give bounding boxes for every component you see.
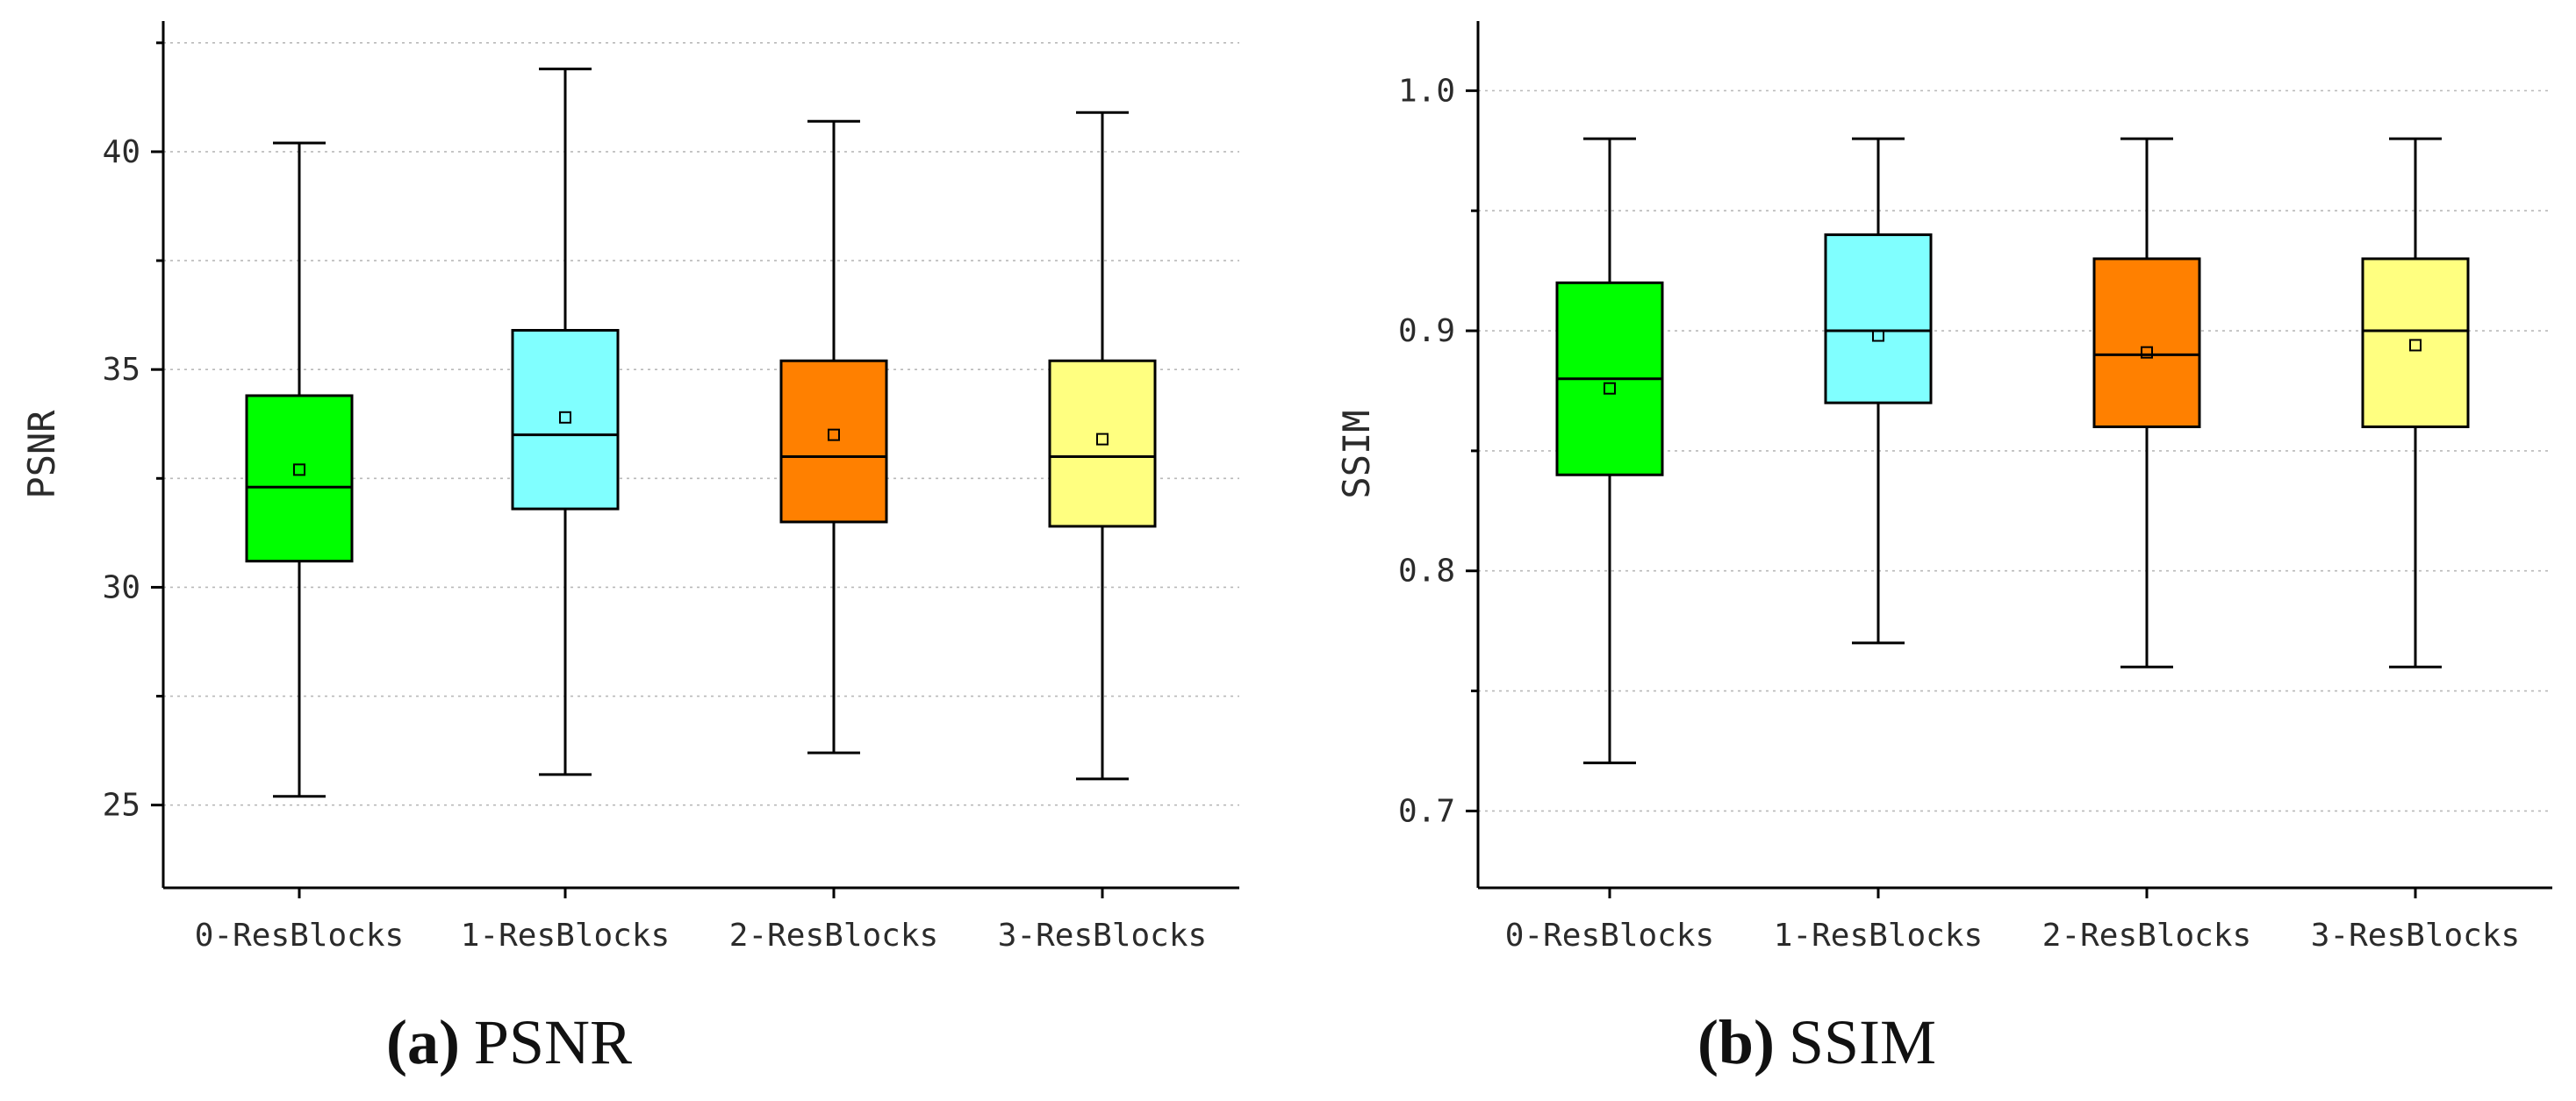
y-tick-label: 0.7	[1398, 793, 1455, 829]
panel-caption: (b) SSIM	[1697, 1007, 1936, 1077]
caption-text: PSNR	[474, 1007, 632, 1077]
x-tick-label: 3-ResBlocks	[2311, 918, 2520, 954]
box-3-resblocks	[2361, 257, 2470, 429]
x-tick-label: 3-ResBlocks	[998, 918, 1207, 954]
caption-letter: (b)	[1697, 1007, 1775, 1077]
mean-marker	[1096, 433, 1109, 446]
box-0-resblocks	[245, 394, 354, 563]
x-tick-label: 0-ResBlocks	[195, 918, 404, 954]
panel-ssim: 0.7 0.8 0.9 1.0 SSIM 0-ResBlocks 1-ResBlocks 2-…	[1335, 21, 2552, 1077]
box-3-resblocks	[1048, 359, 1157, 528]
x-tick-label: 0-ResBlocks	[1505, 918, 1714, 954]
box-1-resblocks	[1824, 233, 1933, 404]
mean-marker	[559, 411, 571, 424]
y-tick-label: 40	[103, 134, 140, 170]
mean-marker	[2141, 346, 2153, 359]
y-tick-label: 0.9	[1398, 313, 1455, 349]
y-tick-label: 0.8	[1398, 554, 1455, 590]
panel-caption: (a) PSNR	[386, 1007, 632, 1077]
caption-text: SSIM	[1789, 1007, 1936, 1077]
y-tick-label: 25	[103, 788, 140, 824]
mean-marker	[2409, 339, 2422, 352]
x-tick-label: 2-ResBlocks	[729, 918, 938, 954]
panel-psnr: 25 30 35 40 PSNR 0-ResBlocks 1-ResBlocks 2-ResB…	[20, 21, 1239, 1077]
box-2-resblocks	[779, 359, 888, 524]
y-axis-label: SSIM	[1335, 410, 1378, 498]
y-tick-label: 1.0	[1398, 73, 1455, 109]
y-tick-label: 30	[103, 569, 140, 605]
mean-marker	[1604, 382, 1616, 395]
box-2-resblocks	[2092, 257, 2201, 429]
mean-marker	[828, 428, 840, 441]
y-axis-label: PSNR	[20, 410, 63, 499]
x-tick-label: 1-ResBlocks	[461, 918, 670, 954]
y-tick-label: 35	[103, 352, 140, 388]
x-tick-label: 2-ResBlocks	[2042, 918, 2251, 954]
caption-letter: (a)	[386, 1007, 460, 1077]
box-1-resblocks	[511, 329, 620, 511]
mean-marker	[293, 463, 305, 476]
x-tick-label: 1-ResBlocks	[1774, 918, 1983, 954]
mean-marker	[1872, 329, 1884, 342]
